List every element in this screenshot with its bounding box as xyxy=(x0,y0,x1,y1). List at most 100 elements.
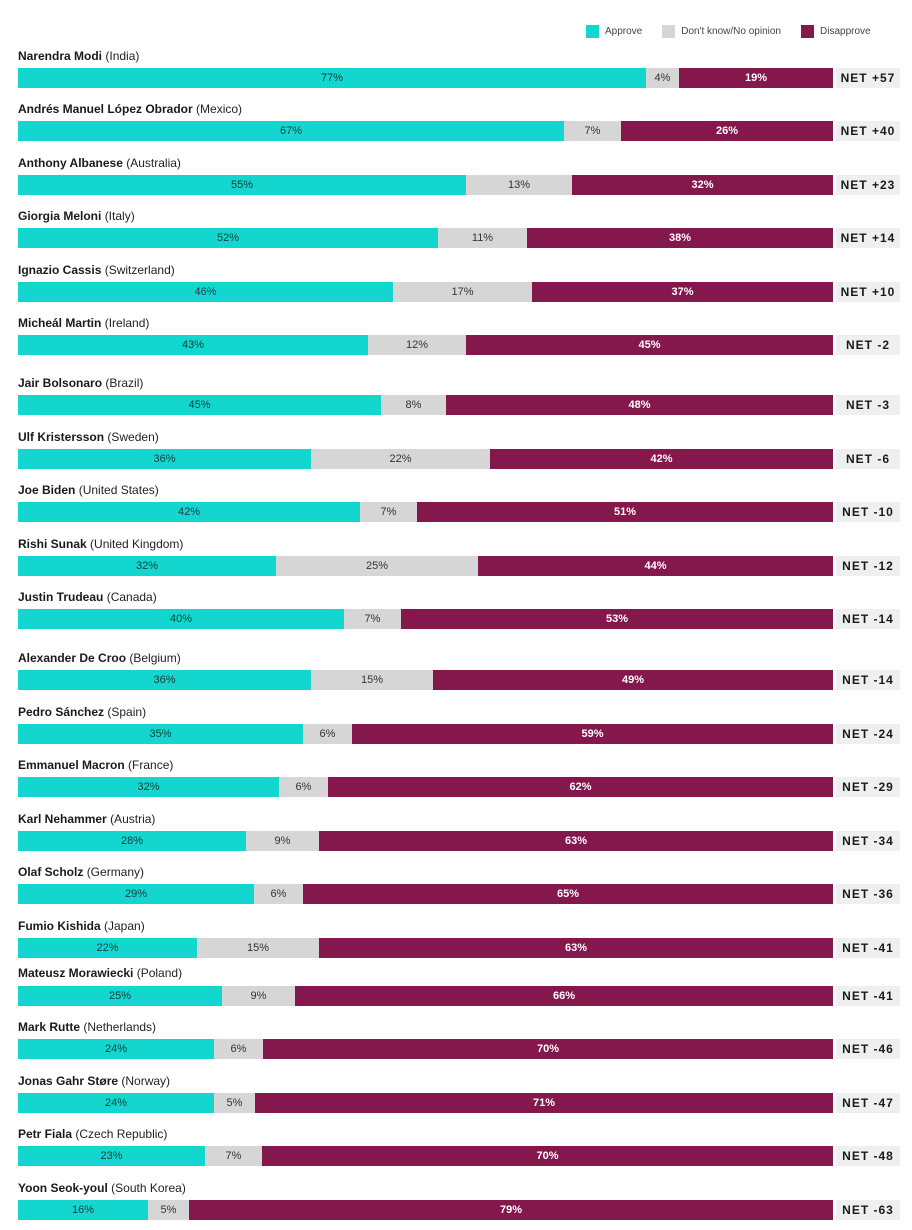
neutral-segment: 17% xyxy=(393,282,532,302)
row-label: Ignazio Cassis (Switzerland) xyxy=(18,263,175,277)
row-label: Joe Biden (United States) xyxy=(18,483,159,497)
approve-segment: 32% xyxy=(18,556,276,576)
approve-segment: 29% xyxy=(18,884,254,904)
stacked-bar: 29% 6% 65% xyxy=(18,884,833,904)
row-label: Jair Bolsonaro (Brazil) xyxy=(18,376,143,390)
net-score: NET -48 xyxy=(836,1146,900,1166)
neutral-segment: 9% xyxy=(246,831,319,851)
leader-country: (Belgium) xyxy=(129,651,181,665)
neutral-segment: 11% xyxy=(438,228,527,248)
neutral-segment: 8% xyxy=(381,395,446,415)
approve-segment: 32% xyxy=(18,777,279,797)
net-score: NET -6 xyxy=(836,449,900,469)
disapprove-segment: 32% xyxy=(572,175,833,195)
net-score: NET -14 xyxy=(836,670,900,690)
leader-name: Fumio Kishida xyxy=(18,919,101,933)
stacked-bar: 32% 6% 62% xyxy=(18,777,833,797)
approve-segment: 24% xyxy=(18,1093,214,1113)
row-label: Mark Rutte (Netherlands) xyxy=(18,1020,156,1034)
disapprove-segment: 63% xyxy=(319,938,833,958)
stacked-bar: 22% 15% 63% xyxy=(18,938,833,958)
net-score: NET -24 xyxy=(836,724,900,744)
net-score: NET -2 xyxy=(836,335,900,355)
net-score: NET +57 xyxy=(836,68,900,88)
leader-country: (India) xyxy=(105,49,140,63)
leader-country: (United States) xyxy=(78,483,159,497)
disapprove-segment: 63% xyxy=(319,831,833,851)
stacked-bar: 52% 11% 38% xyxy=(18,228,833,248)
leader-name: Joe Biden xyxy=(18,483,76,497)
net-score: NET -34 xyxy=(836,831,900,851)
net-score: NET -29 xyxy=(836,777,900,797)
row-label: Pedro Sánchez (Spain) xyxy=(18,705,146,719)
row-label: Mateusz Morawiecki (Poland) xyxy=(18,966,182,980)
leader-name: Mateusz Morawiecki xyxy=(18,966,134,980)
row-label: Petr Fiala (Czech Republic) xyxy=(18,1127,167,1141)
leader-name: Pedro Sánchez xyxy=(18,705,105,719)
leader-country: (Spain) xyxy=(107,705,147,719)
chart-legend: Approve Don't know/No opinion Disapprove xyxy=(586,23,871,39)
leader-country: (Poland) xyxy=(136,966,183,980)
legend-approve-swatch xyxy=(586,24,599,38)
leader-country: (Sweden) xyxy=(107,430,159,444)
stacked-bar: 40% 7% 53% xyxy=(18,609,833,629)
row-label: Jonas Gahr Støre (Norway) xyxy=(18,1074,170,1088)
approve-segment: 45% xyxy=(18,395,381,415)
net-score: NET -36 xyxy=(836,884,900,904)
stacked-bar: 23% 7% 70% xyxy=(18,1146,833,1166)
neutral-segment: 5% xyxy=(214,1093,255,1113)
stacked-bar: 67% 7% 26% xyxy=(18,121,833,141)
row-label: Fumio Kishida (Japan) xyxy=(18,919,145,933)
leader-country: (Ireland) xyxy=(104,316,150,330)
stacked-bar: 28% 9% 63% xyxy=(18,831,833,851)
row-label: Justin Trudeau (Canada) xyxy=(18,590,157,604)
disapprove-segment: 37% xyxy=(532,282,833,302)
row-label: Micheál Martin (Ireland) xyxy=(18,316,149,330)
leader-name: Ulf Kristersson xyxy=(18,430,105,444)
approve-segment: 25% xyxy=(18,986,222,1006)
net-score: NET +14 xyxy=(836,228,900,248)
legend-disapprove-label: Disapprove xyxy=(820,25,871,37)
neutral-segment: 25% xyxy=(276,556,478,576)
approve-segment: 55% xyxy=(18,175,466,195)
stacked-bar: 46% 17% 37% xyxy=(18,282,833,302)
net-score: NET -47 xyxy=(836,1093,900,1113)
stacked-bar: 36% 22% 42% xyxy=(18,449,833,469)
neutral-segment: 7% xyxy=(360,502,417,522)
legend-disapprove-swatch xyxy=(801,24,814,38)
approve-segment: 16% xyxy=(18,1200,148,1220)
approve-segment: 40% xyxy=(18,609,344,629)
net-score: NET -46 xyxy=(836,1039,900,1059)
approve-segment: 36% xyxy=(18,670,311,690)
leader-country: (South Korea) xyxy=(111,1181,186,1195)
leader-country: (Switzerland) xyxy=(104,263,175,277)
neutral-segment: 7% xyxy=(205,1146,262,1166)
stacked-bar: 45% 8% 48% xyxy=(18,395,833,415)
stacked-bar: 55% 13% 32% xyxy=(18,175,833,195)
net-score: NET -12 xyxy=(836,556,900,576)
leader-country: (Italy) xyxy=(104,209,135,223)
row-label: Ulf Kristersson (Sweden) xyxy=(18,430,159,444)
approve-segment: 36% xyxy=(18,449,311,469)
leader-name: Narendra Modi xyxy=(18,49,103,63)
leader-country: (Netherlands) xyxy=(83,1020,157,1034)
leader-country: (Czech Republic) xyxy=(75,1127,168,1141)
net-score: NET -3 xyxy=(836,395,900,415)
leader-name: Jonas Gahr Støre xyxy=(18,1074,119,1088)
leader-country: (Austria) xyxy=(110,812,156,826)
leader-country: (Norway) xyxy=(121,1074,171,1088)
leader-name: Justin Trudeau xyxy=(18,590,104,604)
net-score: NET -14 xyxy=(836,609,900,629)
disapprove-segment: 19% xyxy=(679,68,833,88)
approve-segment: 23% xyxy=(18,1146,205,1166)
disapprove-segment: 48% xyxy=(446,395,833,415)
leader-name: Karl Nehammer xyxy=(18,812,107,826)
neutral-segment: 22% xyxy=(311,449,490,469)
neutral-segment: 15% xyxy=(311,670,433,690)
stacked-bar: 24% 5% 71% xyxy=(18,1093,833,1113)
leader-country: (Japan) xyxy=(104,919,145,933)
approve-segment: 24% xyxy=(18,1039,214,1059)
disapprove-segment: 44% xyxy=(478,556,833,576)
net-score: NET -63 xyxy=(836,1200,900,1220)
stacked-bar: 36% 15% 49% xyxy=(18,670,833,690)
